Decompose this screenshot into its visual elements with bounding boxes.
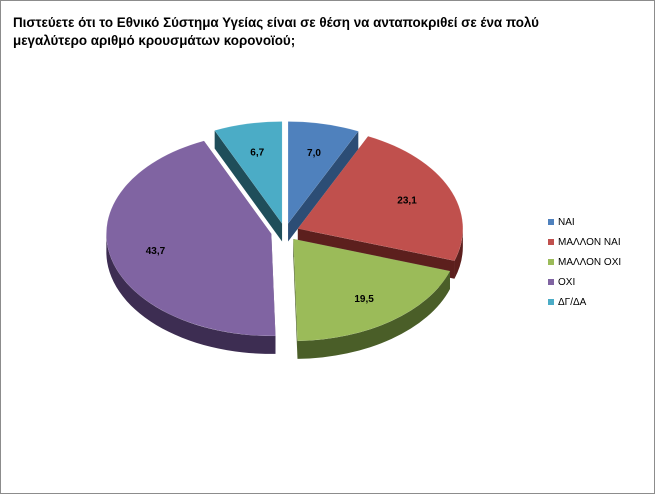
pie-slice-mallon-oxi-outer-wall-1 (297, 271, 450, 359)
chart-title-line-2: μεγαλύτερο αριθμό κρουσμάτων κορονοϊού; (13, 33, 296, 48)
pie-slice-nai-radial-wall-2 (288, 131, 359, 242)
pie-slice-dg-da-top (214, 121, 283, 225)
legend-swatch-oxi (548, 279, 554, 285)
legend-swatch-dg-da (548, 299, 554, 305)
pie-slice-mallon-oxi-radial-wall-2 (293, 238, 298, 359)
legend-label-mallon-nai: ΜΑΛΛΟΝ ΝΑΙ (558, 236, 621, 248)
legend-item-oxi: ΟΧΙ (548, 272, 621, 292)
legend-label-nai: ΝΑΙ (558, 216, 575, 228)
legend-swatch-nai (548, 219, 554, 225)
pie-slice-oxi-top (106, 140, 276, 337)
pie-slice-mallon-nai-top (297, 136, 464, 261)
data-label-mallon-oxi: 19,5 (354, 294, 374, 305)
pie-slice-oxi (106, 140, 276, 354)
legend-item-mallon-nai: ΜΑΛΛΟΝ ΝΑΙ (548, 232, 621, 252)
legend-item-dg-da: ΔΓ/ΔΑ (548, 292, 621, 312)
pie-slice-oxi-outer-wall-1 (106, 233, 276, 354)
pie-slice-mallon-nai-outer-wall-1 (454, 228, 463, 279)
legend-item-nai: ΝΑΙ (548, 212, 621, 232)
chart-title-line-1: Πιστεύετε ότι το Εθνικό Σύστημα Υγείας ε… (13, 15, 539, 30)
pie-slice-nai-top (287, 121, 359, 225)
data-label-nai: 7,0 (307, 148, 321, 159)
legend: ΝΑΙ ΜΑΛΛΟΝ ΝΑΙ ΜΑΛΛΟΝ ΟΧΙ ΟΧΙ ΔΓ/ΔΑ (548, 212, 621, 312)
legend-label-oxi: ΟΧΙ (558, 276, 576, 288)
pie-slice-nai (287, 121, 359, 242)
legend-label-dg-da: ΔΓ/ΔΑ (558, 296, 587, 308)
data-label-mallon-nai: 23,1 (397, 196, 417, 207)
legend-item-mallon-oxi: ΜΑΛΛΟΝ ΟΧΙ (548, 252, 621, 272)
data-label-dg-da: 6,7 (250, 148, 264, 159)
chart-title: Πιστεύετε ότι το Εθνικό Σύστημα Υγείας ε… (13, 14, 613, 50)
data-label-oxi: 43,7 (146, 246, 166, 257)
pie-slice-dg-da-radial-wall-1 (214, 130, 283, 242)
legend-swatch-mallon-nai (548, 239, 554, 245)
legend-swatch-mallon-oxi (548, 259, 554, 265)
pie-slice-mallon-oxi-top (293, 238, 451, 342)
pie-slice-mallon-oxi (293, 238, 451, 359)
legend-label-mallon-oxi: ΜΑΛΛΟΝ ΟΧΙ (558, 256, 622, 268)
pie-slice-dg-da (214, 121, 283, 242)
